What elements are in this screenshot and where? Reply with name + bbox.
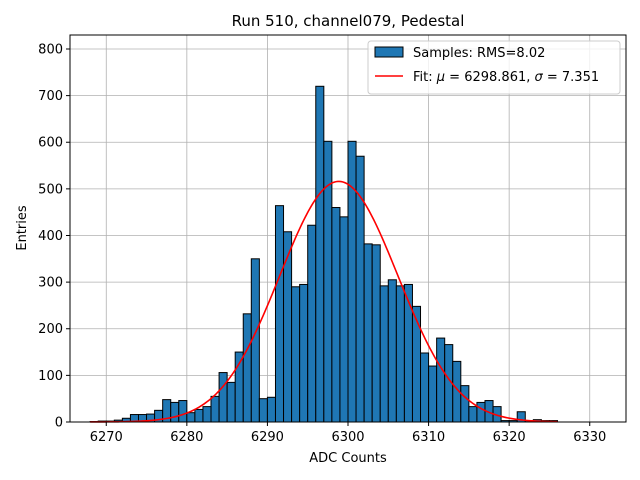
legend-fit-mu-value: = 6298.861, <box>445 70 534 85</box>
y-tick-label: 200 <box>38 322 63 337</box>
histogram-bar <box>202 406 212 423</box>
y-tick-label: 0 <box>55 416 63 431</box>
legend-box <box>367 40 621 95</box>
histogram-bar <box>170 401 180 423</box>
histogram-bar <box>194 408 204 423</box>
legend-fit-mu-symbol: μ <box>436 70 445 85</box>
histogram-bar <box>363 243 373 423</box>
histogram-bar <box>460 385 470 423</box>
x-tick-label: 6320 <box>493 430 526 445</box>
histogram-bar <box>226 381 236 423</box>
histogram-bar <box>315 85 325 423</box>
y-tick-label: 600 <box>38 136 63 151</box>
legend: Samples: RMS=8.02 Fit: μ = 6298.861, σ =… <box>367 40 621 95</box>
histogram-bar <box>395 285 405 423</box>
histogram-bar <box>347 140 357 423</box>
legend-fit-prefix: Fit: <box>413 70 437 85</box>
fit-curve-group <box>90 180 558 423</box>
histogram-bar <box>476 401 486 423</box>
histogram-bar <box>403 283 413 423</box>
histogram-bar <box>266 396 276 423</box>
histogram-bar <box>420 352 430 423</box>
histogram-bar <box>218 372 228 423</box>
chart-title: Run 510, channel079, Pedestal <box>232 12 465 30</box>
histogram-bar <box>178 400 188 423</box>
histogram-bar <box>307 224 317 423</box>
histogram-bar <box>331 207 341 423</box>
x-tick-label: 6300 <box>331 430 364 445</box>
histogram-bar <box>468 406 478 423</box>
histogram-bar <box>283 231 293 423</box>
legend-histogram-label: Samples: RMS=8.02 <box>413 46 545 61</box>
histogram-bar <box>379 285 389 423</box>
legend-histogram-swatch <box>374 46 404 58</box>
x-tick-label: 6270 <box>90 430 123 445</box>
histogram-bar <box>299 283 309 423</box>
fit-curve <box>90 180 558 423</box>
legend-fit-label: Fit: μ = 6298.861, σ = 7.351 <box>413 70 599 85</box>
histogram-bar <box>428 365 438 423</box>
x-axis-ticks: 6270 6280 6290 6300 6310 6320 6330 <box>90 422 606 445</box>
histogram-bar <box>387 279 397 423</box>
y-tick-label: 100 <box>38 369 63 384</box>
legend-fit-sigma-value: = 7.351 <box>543 70 599 85</box>
histogram-bar <box>436 337 446 423</box>
histogram-bar <box>339 216 349 423</box>
x-axis-label: ADC Counts <box>309 451 387 466</box>
histogram-bars <box>89 85 559 423</box>
histogram-bar <box>411 305 422 423</box>
x-tick-label: 6310 <box>412 430 445 445</box>
histogram-bar <box>186 412 196 423</box>
histogram-bar <box>291 286 301 423</box>
histogram-bar <box>242 313 252 423</box>
x-tick-label: 6290 <box>251 430 284 445</box>
x-tick-label: 6280 <box>170 430 203 445</box>
y-tick-label: 400 <box>38 229 63 244</box>
histogram-bar <box>210 395 220 423</box>
legend-fit-sigma-symbol: σ <box>535 70 544 85</box>
y-axis-label: Entries <box>15 205 30 251</box>
x-tick-label: 6330 <box>573 430 606 445</box>
y-axis-ticks: 0 100 200 300 400 500 600 700 800 <box>38 42 70 431</box>
y-tick-label: 700 <box>38 89 63 104</box>
y-tick-label: 300 <box>38 276 63 291</box>
histogram-bar <box>258 398 268 423</box>
histogram-bar <box>371 244 381 423</box>
y-tick-label: 800 <box>38 42 63 57</box>
y-tick-label: 500 <box>38 182 63 197</box>
histogram-bar <box>274 205 285 423</box>
